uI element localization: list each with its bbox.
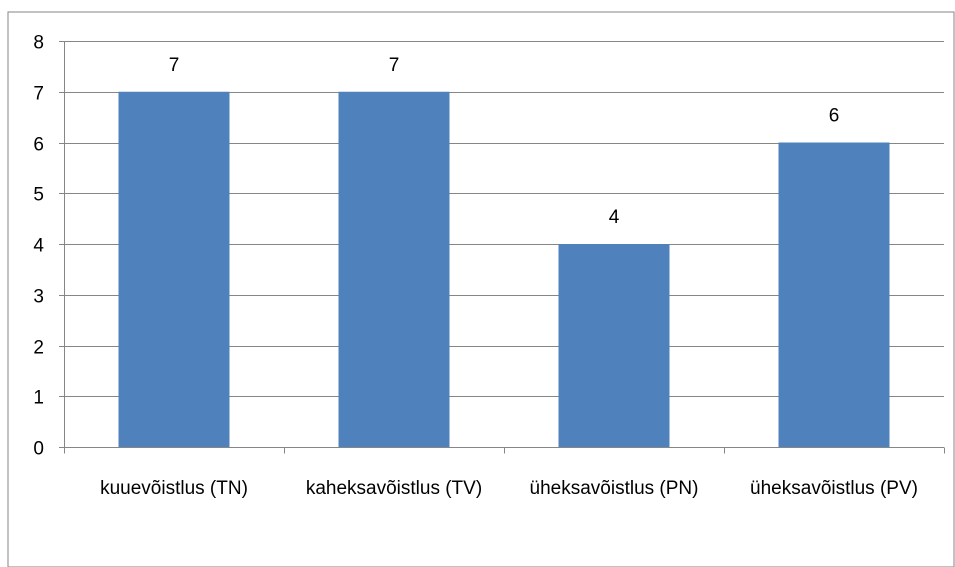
y-tick-label: 3 — [33, 287, 44, 308]
x-tick-label: kaheksavõistlus (TV) — [306, 478, 482, 499]
bars — [118, 91, 890, 447]
y-tick-label: 1 — [33, 388, 44, 409]
y-tick-label: 5 — [33, 185, 44, 206]
y-tick-label: 8 — [33, 33, 44, 54]
bar — [118, 91, 230, 447]
data-label: 7 — [169, 55, 180, 76]
y-tick-label: 7 — [33, 84, 44, 105]
y-axis-tick-labels: 0 1 2 3 4 5 6 7 8 — [33, 33, 44, 460]
data-label: 4 — [609, 207, 620, 228]
x-tick-label: üheksavõistlus (PV) — [750, 478, 918, 499]
data-label: 6 — [829, 106, 840, 127]
data-label: 7 — [389, 55, 400, 76]
y-tick-label: 0 — [33, 439, 44, 460]
axes — [59, 41, 945, 454]
y-tick-label: 6 — [33, 135, 44, 156]
y-tick-label: 2 — [33, 338, 44, 359]
bar — [558, 244, 670, 447]
bar — [778, 142, 890, 447]
x-axis-tick-labels: kuuevõistlus (TN) kaheksavõistlus (TV) ühe… — [100, 478, 918, 499]
x-tick-label: kuuevõistlus (TN) — [100, 478, 248, 499]
x-tick-label: üheksavõistlus (PN) — [530, 478, 699, 499]
bar — [338, 91, 450, 447]
y-tick-label: 4 — [33, 236, 44, 257]
data-labels: 7 7 4 6 — [169, 55, 840, 228]
